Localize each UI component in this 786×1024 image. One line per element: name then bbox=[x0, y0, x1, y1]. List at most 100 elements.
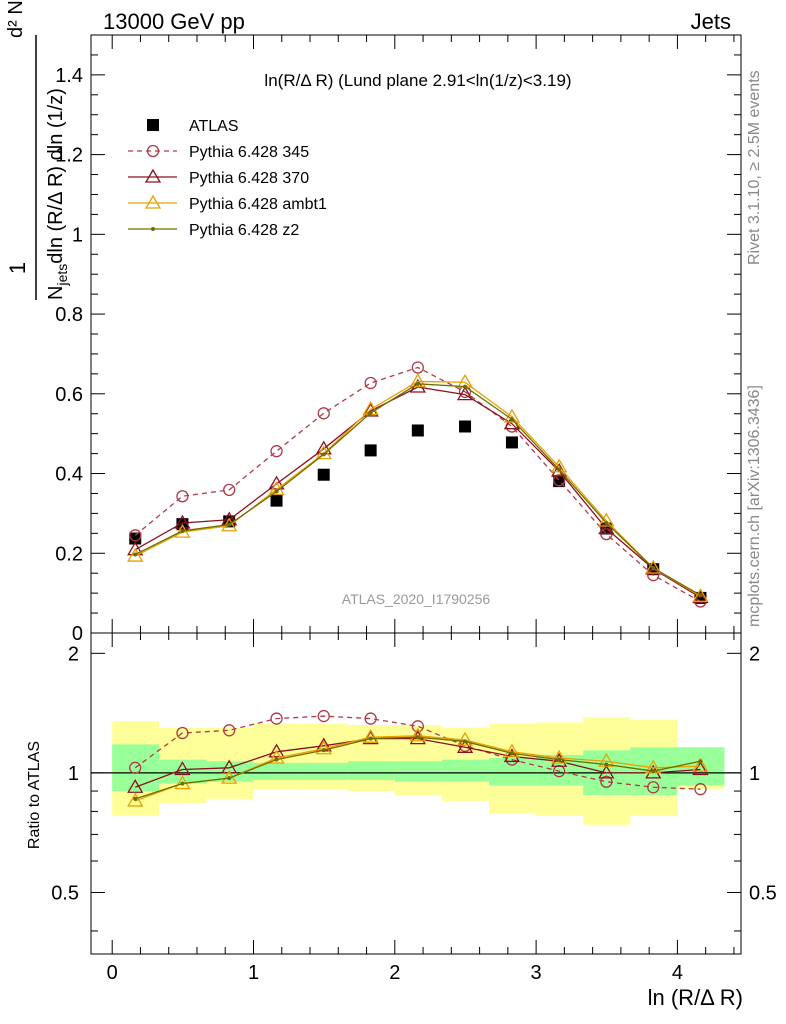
x-tick-label: 2 bbox=[389, 962, 400, 984]
main-point bbox=[604, 520, 609, 525]
main-point bbox=[645, 559, 662, 574]
main-point bbox=[270, 494, 283, 507]
main-point bbox=[129, 532, 142, 545]
main-point bbox=[223, 483, 236, 497]
legend-label: ATLAS bbox=[189, 118, 239, 135]
main-point bbox=[227, 522, 232, 527]
main-series-0 bbox=[129, 420, 707, 604]
main-y-tick-label: 0.8 bbox=[55, 304, 83, 326]
main-point bbox=[315, 445, 332, 460]
x-tick-label: 1 bbox=[248, 962, 259, 984]
ratio-point bbox=[127, 778, 144, 793]
stat-uncertainty-band bbox=[300, 762, 348, 780]
main-distribution-panel: ATLAS_2020_I1790256 ln(R/Δ R) (Lund plan… bbox=[55, 34, 742, 645]
main-y-tick-label: 1 bbox=[72, 224, 83, 246]
ratio-point bbox=[321, 748, 326, 753]
ratio-point bbox=[456, 739, 474, 753]
ratio-point bbox=[221, 759, 238, 774]
main-point bbox=[411, 361, 424, 374]
ratio-point bbox=[270, 712, 283, 725]
legend: ATLAS Pythia 6.428 345 Pythia 6.428 370 Pyt… bbox=[128, 118, 327, 239]
ratio-point bbox=[315, 740, 332, 755]
ratio-point bbox=[463, 739, 468, 744]
stat-uncertainty-band bbox=[159, 759, 207, 784]
ratio-y-tick-label: 1 bbox=[68, 763, 79, 785]
ratio-y-tick-label: 2 bbox=[68, 643, 79, 665]
main-point bbox=[456, 386, 474, 401]
ratio-point bbox=[176, 726, 189, 740]
main-point bbox=[692, 588, 709, 602]
legend-item: ATLAS bbox=[147, 118, 239, 135]
main-point bbox=[557, 467, 562, 472]
main-series-1 bbox=[129, 361, 707, 608]
x-tick-label: 3 bbox=[531, 962, 542, 984]
ratio-point bbox=[227, 776, 232, 781]
main-series-line bbox=[134, 383, 701, 596]
ratio-point bbox=[503, 748, 521, 763]
stat-uncertainty-band bbox=[441, 759, 490, 782]
legend-label: Pythia 6.428 ambt1 bbox=[189, 196, 327, 213]
legend-label: Pythia 6.428 345 bbox=[189, 144, 309, 161]
main-point bbox=[411, 424, 424, 437]
main-y-tick-label: 0.4 bbox=[55, 464, 83, 486]
main-y-tick-label: 0 bbox=[72, 623, 83, 645]
main-point bbox=[317, 407, 330, 420]
main-point bbox=[270, 445, 283, 458]
header-energy-label: 13000 GeV pp bbox=[103, 9, 245, 34]
stat-uncertainty-band bbox=[347, 761, 395, 780]
ratio-point bbox=[692, 757, 709, 772]
main-y-axis-label: 1 d² Nemissions Njetsdln (R/Δ R) dln (1/… bbox=[5, 0, 70, 300]
legend-label: Pythia 6.428 370 bbox=[189, 170, 309, 187]
main-point bbox=[505, 436, 518, 449]
stat-uncertainty-band bbox=[253, 762, 301, 780]
rivet-version-label: Rivet 3.1.10, ≥ 2.5M events bbox=[746, 70, 763, 265]
ratio-point bbox=[268, 743, 285, 758]
ratio-point bbox=[645, 764, 662, 779]
main-y-tick-label: 0.2 bbox=[55, 543, 83, 565]
ratio-series-3 bbox=[133, 735, 703, 801]
main-point bbox=[174, 523, 191, 538]
ratio-point bbox=[129, 761, 142, 774]
main-point bbox=[180, 528, 185, 533]
ratio-y-tick-label-right: 2 bbox=[749, 643, 760, 665]
main-point bbox=[364, 444, 377, 457]
ratio-point bbox=[651, 769, 656, 774]
main-point bbox=[127, 547, 144, 562]
ratio-y-tick-label: 0.5 bbox=[51, 882, 79, 904]
ratio-point bbox=[698, 759, 703, 764]
main-point bbox=[509, 417, 514, 422]
stat-uncertainty-band bbox=[394, 761, 442, 782]
legend-marker bbox=[144, 194, 162, 209]
x-tick-label: 4 bbox=[672, 962, 683, 984]
ratio-y-axis-label: Ratio to ATLAS bbox=[26, 741, 43, 849]
ratio-point bbox=[180, 781, 185, 786]
y-label-numerator-denom: Njetsdln (R/Δ R) dln (1/z) bbox=[45, 88, 70, 300]
main-y-tick-label: 1.4 bbox=[55, 65, 83, 87]
ratio-point bbox=[268, 749, 285, 764]
ratio-point bbox=[604, 762, 609, 767]
ratio-point bbox=[409, 727, 426, 742]
ratio-point bbox=[274, 757, 279, 762]
main-point bbox=[174, 514, 191, 529]
ratio-point bbox=[600, 775, 613, 788]
legend-item: Pythia 6.428 z2 bbox=[128, 222, 299, 239]
main-point bbox=[321, 452, 326, 457]
ratio-point bbox=[692, 761, 709, 776]
legend-item: Pythia 6.428 345 bbox=[128, 144, 309, 161]
main-point bbox=[368, 410, 373, 415]
ratio-y-tick-label-right: 0.5 bbox=[749, 882, 777, 904]
main-point bbox=[415, 381, 420, 386]
main-point bbox=[409, 373, 426, 388]
ratio-panel: 0.5 0.5 1 1 2 2 0 1 2 3 4 Ratio to ATLAS ln (R/Δ … bbox=[26, 632, 777, 1010]
ratio-point bbox=[364, 712, 377, 725]
x-axis-label: ln (R/Δ R) bbox=[648, 985, 743, 1010]
ratio-point bbox=[133, 796, 138, 801]
legend-item: Pythia 6.428 ambt1 bbox=[128, 194, 327, 213]
ratio-point bbox=[647, 781, 660, 794]
main-point bbox=[459, 420, 472, 433]
main-series-3 bbox=[127, 373, 709, 602]
main-point bbox=[552, 474, 566, 487]
legend-item: Pythia 6.428 370 bbox=[128, 168, 309, 187]
main-point bbox=[129, 529, 142, 542]
ratio-point bbox=[317, 709, 330, 723]
